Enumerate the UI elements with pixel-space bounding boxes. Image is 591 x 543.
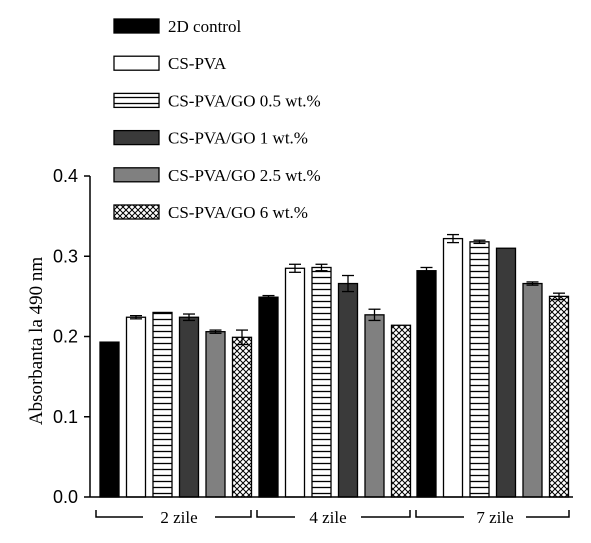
legend-label-cs-pva-go-1-wt: CS-PVA/GO 1 wt.% <box>168 129 308 148</box>
error-bar-cs-pva-go-6-wt-2-zile <box>236 329 248 346</box>
bar-cs-pva-go-1-wt-7-zile <box>495 247 517 498</box>
error-bar-cs-pva-go-0-5-wt-7-zile <box>473 239 486 245</box>
legend-label-cs-pva-go-6-wt: CS-PVA/GO 6 wt.% <box>168 203 308 222</box>
x-axis: 2 zile 4 zile 7 zile <box>90 496 573 527</box>
bar-series-group <box>99 233 570 498</box>
bar-cs-pva-7-zile <box>442 237 464 498</box>
category-bracket-right <box>526 510 570 518</box>
chart-legend: 2D control CS-PVA CS-PVA/GO 0.5 wt.% CS-PVA… <box>113 17 321 222</box>
error-bar-cs-pva-go-1-wt-2-zile <box>183 313 195 322</box>
error-bar-cs-pva-go-0-5-wt-4-zile <box>315 263 328 272</box>
y-tick-label: 0.1 <box>53 407 78 427</box>
error-bar-cs-pva-go-2-5-wt-4-zile <box>368 308 381 322</box>
bar-cs-pva-go-6-wt-4-zile <box>390 324 412 498</box>
error-bar-cs-pva-go-2-5-wt-2-zile <box>209 329 222 334</box>
y-tick-label: 0.3 <box>53 246 78 266</box>
bar-cs-pva-go-2-5-wt-2-zile <box>205 331 226 498</box>
error-bar-cs-pva-go-6-wt-7-zile <box>553 292 565 301</box>
error-bar-cs-pva-go-1-wt-4-zile <box>342 274 354 293</box>
legend-label-2d-control: 2D control <box>168 17 241 36</box>
legend-swatch-cs-pva-go-6-wt <box>113 204 160 220</box>
error-bar-cs-pva-7-zile <box>447 233 459 244</box>
error-bar-cs-pva-2-zile <box>130 314 142 320</box>
bar-cs-pva-4-zile <box>284 267 306 498</box>
category-label-7-zile: 7 zile <box>476 508 513 527</box>
category-bracket-right <box>215 510 252 518</box>
error-bar-2d-control-7-zile <box>420 266 433 271</box>
error-bar-cs-pva-4-zile <box>289 263 301 273</box>
legend-label-cs-pva-go-0-5-wt: CS-PVA/GO 0.5 wt.% <box>168 91 321 110</box>
category-bracket-right <box>361 510 411 518</box>
legend-swatch-cs-pva-go-0-5-wt <box>113 92 160 109</box>
bar-cs-pva-go-1-wt-2-zile <box>178 316 200 498</box>
error-bar-2d-control-4-zile <box>262 294 275 298</box>
bar-cs-pva-2-zile <box>125 316 147 498</box>
bar-cs-pva-go-6-wt-2-zile <box>231 336 253 498</box>
bar-cs-pva-go-1-wt-4-zile <box>337 282 359 498</box>
legend-label-cs-pva: CS-PVA <box>168 54 227 73</box>
category-label-2-zile: 2 zile <box>160 508 197 527</box>
bar-cs-pva-go-6-wt-7-zile <box>548 295 570 498</box>
legend-swatch-cs-pva <box>113 55 160 71</box>
y-axis-label: Absorbanta la 490 nm <box>26 257 47 426</box>
legend-swatch-cs-pva-go-1-wt <box>113 129 160 146</box>
category-bracket-left <box>256 510 295 518</box>
y-axis: 0.0 0.1 0.2 0.3 0.4 <box>53 166 91 507</box>
bar-2d-control-7-zile <box>416 270 437 498</box>
bar-cs-pva-go-0-5-wt-4-zile <box>311 266 332 498</box>
y-tick-label: 0.0 <box>53 487 78 507</box>
y-tick-label: 0.2 <box>53 327 78 347</box>
y-tick-label: 0.4 <box>53 166 78 186</box>
legend-label-cs-pva-go-2-5-wt: CS-PVA/GO 2.5 wt.% <box>168 166 321 185</box>
error-bar-cs-pva-go-2-5-wt-7-zile <box>526 281 539 286</box>
legend-swatch-2d-control <box>113 18 160 34</box>
bar-cs-pva-go-0-5-wt-7-zile <box>469 241 490 498</box>
bar-cs-pva-go-0-5-wt-2-zile <box>152 311 173 498</box>
legend-swatch-cs-pva-go-2-5-wt <box>113 167 160 183</box>
bar-cs-pva-go-2-5-wt-4-zile <box>364 314 385 498</box>
bar-2d-control-2-zile <box>99 341 120 498</box>
category-bracket-left <box>415 510 464 518</box>
category-label-4-zile: 4 zile <box>309 508 346 527</box>
bar-2d-control-4-zile <box>258 296 279 498</box>
category-bracket-left <box>95 510 143 518</box>
bar-cs-pva-go-2-5-wt-7-zile <box>522 282 543 498</box>
